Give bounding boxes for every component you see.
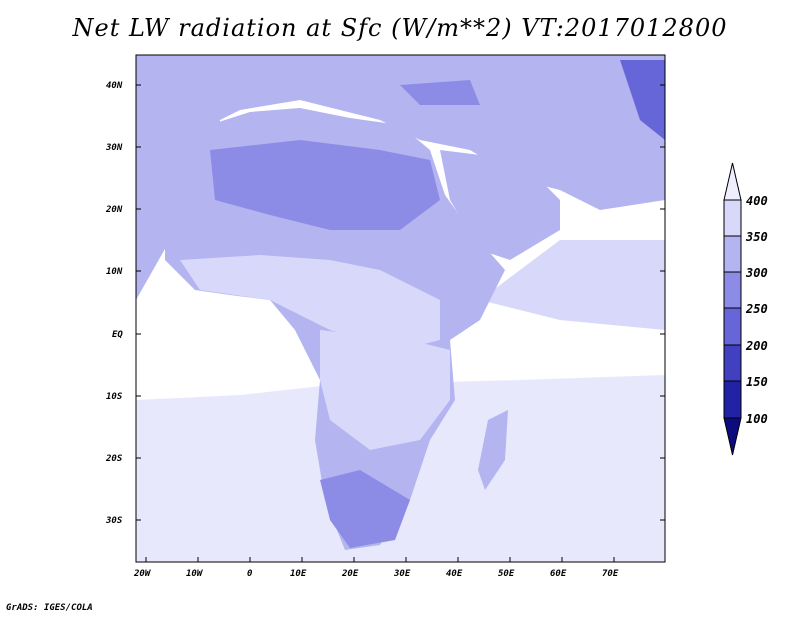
colorbar-top-arrow [723,162,742,201]
lon-label-0: 0 [247,569,253,579]
europe-fill [200,55,665,210]
colorbar-label-250: 250 [745,302,768,316]
lat-label-eq: EQ [112,330,123,340]
lon-label-10e: 10E [290,569,307,579]
colorbar-label-150: 150 [746,375,768,389]
map-plot-area [136,55,665,562]
colorbar-label-400: 400 [746,194,768,208]
colorbar-bin-100-150 [723,380,742,419]
colorbar-bottom-arrow [723,417,742,456]
colorbar-label-200: 200 [745,339,768,353]
lat-ticks [136,84,665,521]
central-africa-light [320,330,450,450]
lon-label-10w: 10W [186,569,204,579]
colorbar-bin-200-250 [723,307,742,346]
colorbar-label-350: 350 [745,230,768,244]
colorbar-bin-350-400 [723,199,742,237]
colorbar: 400 350 300 250 200 150 100 [723,162,768,456]
lon-label-40e: 40E [446,569,463,579]
lat-label-30s: 30S [105,516,123,526]
colorbar-label-300: 300 [745,266,768,280]
chart-title: Net LW radiation at Sfc (W/m**2) VT:2017… [72,14,728,42]
lat-label-10n: 10N [106,267,123,277]
turkey-dark [400,80,480,105]
map-frame [135,54,666,563]
indian-ocean-band [480,240,665,330]
sahara-fill [210,140,440,230]
lat-label-10s: 10S [106,392,123,402]
colorbar-label-100: 100 [746,412,768,426]
kalahari-fill [320,470,410,548]
lon-label-70e: 70E [602,569,619,579]
lon-label-20w: 20W [133,569,152,579]
lon-label-50e: 50E [498,569,515,579]
mountains-dark [620,60,665,140]
lon-label-60e: 60E [550,569,567,579]
lat-label-20n: 20N [105,205,123,215]
lat-label-40n: 40N [106,81,123,91]
colorbar-bin-250-300 [723,271,742,309]
footer-credit: GrADS: IGES/COLA [6,603,93,613]
lon-label-20e: 20E [341,569,359,579]
colorbar-bin-300-350 [723,235,742,273]
lat-label-30n: 30N [105,143,123,153]
lon-label-30e: 30E [393,569,411,579]
lat-label-20s: 20S [105,454,123,464]
colorbar-bin-150-200 [723,344,742,382]
madagascar-fill [478,410,508,490]
sahel-light [180,255,440,350]
lon-ticks [145,557,615,562]
